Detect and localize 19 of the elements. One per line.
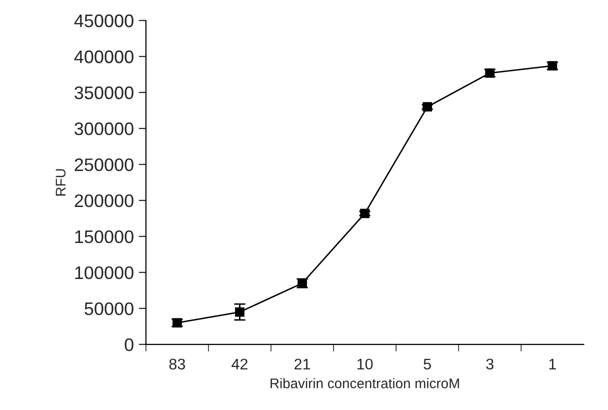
y-tick-label: 200000 [74,194,134,208]
y-tick-label: 450000 [74,14,134,28]
y-tick-label: 50000 [84,302,134,316]
x-tick-label: 1 [549,358,556,370]
x-axis-title: Ribavirin concentration microM [270,378,459,388]
x-tick-label: 21 [294,358,310,370]
x-tick-label: 10 [357,358,373,370]
y-tick-label: 350000 [74,86,134,100]
y-tick-label: 0 [124,338,134,352]
x-tick-label: 3 [486,358,494,370]
y-axis-title: RFU [56,169,66,196]
x-tick-label: 42 [232,358,248,370]
x-tick-label: 5 [424,358,431,370]
y-tick-label: 150000 [75,230,134,244]
x-tick-label: 83 [169,358,186,370]
y-tick-label: 100000 [75,266,134,280]
y-tick-label: 300000 [74,122,134,136]
y-tick-label: 400000 [74,50,134,64]
y-tick-label: 250000 [74,158,134,172]
